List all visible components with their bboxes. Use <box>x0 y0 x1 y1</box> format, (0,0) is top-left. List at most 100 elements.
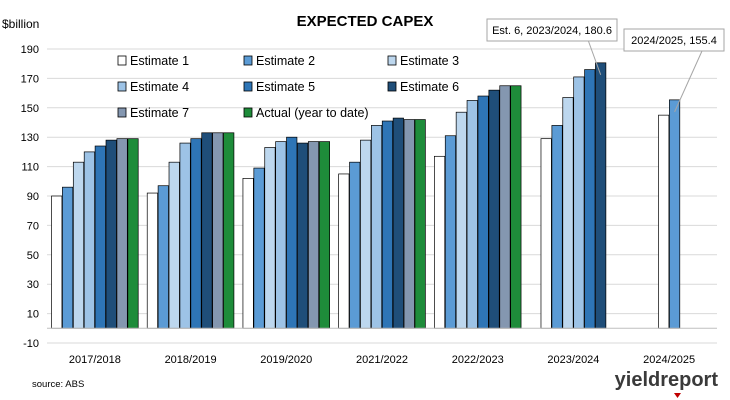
bar-actual-year-to-date--2019-2020 <box>318 141 330 329</box>
callout-label: 2024/2025, 155.4 <box>631 35 717 47</box>
bar-estimate-4-2019-2020 <box>275 141 287 329</box>
bar-estimate-6-2021-2022 <box>392 117 404 329</box>
legend-label: Estimate 1 <box>130 54 189 68</box>
bar-estimate-3-2022-2023 <box>455 111 467 329</box>
y-axis-label: $billion <box>2 17 39 31</box>
legend-label: Estimate 5 <box>256 80 315 94</box>
bar-estimate-5-2023-2024 <box>584 69 596 329</box>
bar-estimate-2-2023-2024 <box>551 125 563 329</box>
legend-swatch <box>243 107 253 118</box>
bar-estimate-6-2017-2018 <box>105 139 117 329</box>
callout-label: Est. 6, 2023/2024, 180.6 <box>492 25 612 37</box>
bar-actual-year-to-date--2021-2022 <box>414 119 426 329</box>
bar-estimate-4-2018-2019 <box>179 142 191 329</box>
bar-estimate-5-2022-2023 <box>477 95 489 329</box>
bar-estimate-7-2022-2023 <box>499 85 511 329</box>
y-tick-label: 150 <box>21 103 39 115</box>
x-tick-label: 2022/2023 <box>452 354 504 366</box>
y-tick-label: 170 <box>21 73 39 85</box>
bar-actual-year-to-date--2017-2018 <box>127 138 139 329</box>
x-tick-label: 2019/2020 <box>260 354 312 366</box>
bar-estimate-3-2017-2018 <box>72 161 85 329</box>
bar-estimate-4-2017-2018 <box>83 151 95 329</box>
x-tick-label: 2023/2024 <box>547 354 599 366</box>
bar-estimate-7-2017-2018 <box>116 138 128 329</box>
bar-estimate-2-2017-2018 <box>62 186 74 329</box>
legend-swatch <box>243 55 253 66</box>
bar-estimate-2-2024-2025 <box>669 99 681 329</box>
logo-marker-icon <box>674 393 681 398</box>
bar-estimate-3-2018-2019 <box>168 161 180 329</box>
x-tick-label: 2024/2025 <box>643 354 695 366</box>
bar-estimate-4-2023-2024 <box>573 76 585 329</box>
legend-swatch <box>387 81 397 92</box>
bar-actual-year-to-date--2018-2019 <box>223 132 235 329</box>
legend-label: Estimate 7 <box>130 106 189 120</box>
bar-estimate-1-2021-2022 <box>338 173 350 329</box>
callout-leader <box>674 50 703 113</box>
legend-swatch <box>243 81 253 92</box>
bar-estimate-2-2019-2020 <box>253 167 265 329</box>
bar-estimate-7-2019-2020 <box>307 141 320 329</box>
bars <box>51 62 681 329</box>
bar-estimate-4-2022-2023 <box>466 100 478 329</box>
legend-swatch <box>117 55 127 66</box>
callout-box <box>486 18 618 42</box>
legend-label: Estimate 6 <box>400 80 459 94</box>
bar-estimate-6-2023-2024 <box>595 62 607 329</box>
bar-estimate-5-2018-2019 <box>190 138 202 329</box>
y-tick-label: 70 <box>27 220 39 232</box>
x-tick-label: 2018/2019 <box>165 354 217 366</box>
legend-label: Estimate 2 <box>256 54 315 68</box>
legend-label: Estimate 4 <box>130 80 189 94</box>
legend-swatch <box>117 81 127 92</box>
bar-estimate-5-2017-2018 <box>94 145 106 329</box>
y-tick-label: 10 <box>27 309 39 321</box>
bar-estimate-3-2021-2022 <box>360 139 372 329</box>
chart-title: EXPECTED CAPEX <box>297 13 434 30</box>
bar-actual-year-to-date--2022-2023 <box>510 85 522 329</box>
legend: Estimate 1 Estimate 2 Estimate 3 Estimate 4… <box>117 54 459 120</box>
callouts: Est. 6, 2023/2024, 180.6 2024/2025, 155.4 <box>486 18 725 113</box>
legend-label: Estimate 3 <box>400 54 459 68</box>
y-tick-label: 190 <box>21 44 39 56</box>
bar-estimate-4-2021-2022 <box>371 125 383 329</box>
source-note: source: ABS <box>32 379 84 390</box>
legend-swatch <box>387 55 397 66</box>
x-tick-label: 2017/2018 <box>69 354 121 366</box>
bar-estimate-1-2019-2020 <box>242 178 254 329</box>
legend-swatch <box>117 107 127 118</box>
bar-estimate-1-2018-2019 <box>146 192 158 329</box>
y-tick-label: 30 <box>27 279 39 291</box>
bar-estimate-7-2021-2022 <box>403 119 415 329</box>
y-tick-label: 130 <box>21 132 39 144</box>
bar-estimate-1-2017-2018 <box>51 195 63 329</box>
bar-estimate-5-2021-2022 <box>381 120 393 329</box>
bar-estimate-6-2022-2023 <box>488 89 500 329</box>
y-tick-label: 90 <box>27 191 39 203</box>
bar-estimate-5-2019-2020 <box>286 136 298 329</box>
y-tick-label: 110 <box>21 162 39 174</box>
bar-estimate-3-2019-2020 <box>264 147 276 329</box>
legend-label: Actual (year to date) <box>256 106 369 120</box>
x-tick-label: 2021/2022 <box>356 354 408 366</box>
callout-box <box>623 28 725 52</box>
bar-estimate-6-2019-2020 <box>297 142 309 329</box>
x-axis-labels: 2017/2018 2018/2019 2019/2020 2021/2022 2022… <box>69 354 695 366</box>
bar-estimate-2-2021-2022 <box>349 161 361 329</box>
y-axis-ticks: -10 10 30 50 70 90 110 130 150 170 190 <box>21 44 39 350</box>
bar-estimate-3-2023-2024 <box>562 97 574 329</box>
bar-estimate-2-2022-2023 <box>444 135 457 329</box>
bar-estimate-1-2023-2024 <box>540 138 552 329</box>
logo-wordmark: yieldreport <box>615 369 719 391</box>
y-tick-label: 50 <box>27 250 39 262</box>
bar-estimate-6-2018-2019 <box>201 132 213 329</box>
callout-leader <box>587 40 602 75</box>
y-tick-label: -10 <box>23 338 39 350</box>
bar-estimate-1-2022-2023 <box>434 155 446 329</box>
logo: yieldreport <box>615 369 719 398</box>
bar-estimate-1-2024-2025 <box>658 114 670 329</box>
bar-estimate-7-2018-2019 <box>212 132 224 329</box>
bar-estimate-2-2018-2019 <box>157 185 169 329</box>
